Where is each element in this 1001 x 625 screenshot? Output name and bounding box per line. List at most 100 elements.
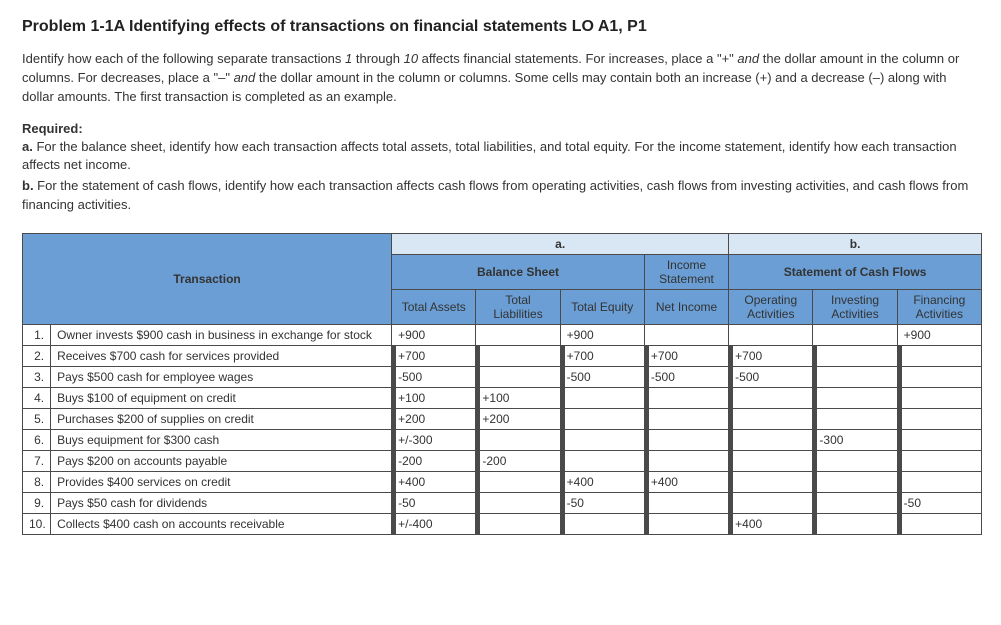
table-row: 2.Receives $700 cash for services provid… [23, 345, 982, 366]
cell-ta[interactable]: -500 [392, 366, 476, 387]
required-a: a. For the balance sheet, identify how e… [22, 138, 979, 176]
cell-fin[interactable] [897, 429, 981, 450]
cell-tl[interactable] [476, 471, 560, 492]
cell-tl[interactable] [476, 513, 560, 534]
cell-ta[interactable]: +100 [392, 387, 476, 408]
row-number: 3. [23, 366, 51, 387]
cell-inv[interactable]: -300 [813, 429, 897, 450]
cell-inv[interactable] [813, 450, 897, 471]
cell-fin[interactable] [897, 408, 981, 429]
cell-fin[interactable] [897, 345, 981, 366]
cell-op[interactable] [729, 450, 813, 471]
cell-te[interactable] [560, 450, 644, 471]
table-row: 5.Purchases $200 of supplies on credit+2… [23, 408, 982, 429]
cell-inv[interactable] [813, 471, 897, 492]
cell-te[interactable] [560, 408, 644, 429]
row-number: 9. [23, 492, 51, 513]
cell-inv[interactable] [813, 345, 897, 366]
required-block: Required: a. For the balance sheet, iden… [22, 121, 979, 215]
cell-ni[interactable] [644, 387, 728, 408]
transactions-table: Transaction a. b. Balance Sheet Income S… [22, 233, 982, 535]
cell-inv[interactable] [813, 513, 897, 534]
transaction-text: Pays $500 cash for employee wages [51, 366, 392, 387]
cell-fin[interactable] [897, 471, 981, 492]
cell-fin[interactable] [897, 513, 981, 534]
section-b: b. [729, 233, 982, 254]
cell-tl[interactable]: +100 [476, 387, 560, 408]
row-number: 2. [23, 345, 51, 366]
cell-ta[interactable]: +400 [392, 471, 476, 492]
cell-tl[interactable]: +200 [476, 408, 560, 429]
row-number: 4. [23, 387, 51, 408]
table-row: 8.Provides $400 services on credit+400+4… [23, 471, 982, 492]
cell-op[interactable] [729, 387, 813, 408]
cell-fin[interactable] [897, 366, 981, 387]
transaction-text: Owner invests $900 cash in business in e… [51, 324, 392, 345]
row-number: 10. [23, 513, 51, 534]
cell-op[interactable]: +400 [729, 513, 813, 534]
row-number: 8. [23, 471, 51, 492]
cell-te[interactable]: -50 [560, 492, 644, 513]
row-number: 7. [23, 450, 51, 471]
cell-inv[interactable] [813, 492, 897, 513]
row-number: 6. [23, 429, 51, 450]
cell-fin[interactable]: -50 [897, 492, 981, 513]
cell-tl[interactable] [476, 366, 560, 387]
cell-inv[interactable] [813, 408, 897, 429]
cell-ni[interactable] [644, 450, 728, 471]
cell-ta[interactable]: +700 [392, 345, 476, 366]
cell-ta[interactable]: +/-400 [392, 513, 476, 534]
col-total-equity: Total Equity [560, 289, 644, 324]
cell-fin[interactable] [897, 387, 981, 408]
cell-op[interactable] [729, 492, 813, 513]
cell-te[interactable]: +400 [560, 471, 644, 492]
cell-ni[interactable]: +400 [644, 471, 728, 492]
cell-fin[interactable] [897, 450, 981, 471]
cell-ta[interactable]: +/-300 [392, 429, 476, 450]
cell-te[interactable] [560, 387, 644, 408]
intro-text: Identify how each of the following separ… [22, 50, 979, 107]
transaction-text: Pays $200 on accounts payable [51, 450, 392, 471]
cell-op[interactable] [729, 324, 813, 345]
cell-te[interactable]: +900 [560, 324, 644, 345]
section-a: a. [392, 233, 729, 254]
col-cash-flows: Statement of Cash Flows [729, 254, 982, 289]
table-row: 6.Buys equipment for $300 cash+/-300-300 [23, 429, 982, 450]
cell-ta[interactable]: -50 [392, 492, 476, 513]
cell-tl[interactable] [476, 429, 560, 450]
col-income-statement: Income Statement [644, 254, 728, 289]
cell-ni[interactable]: +700 [644, 345, 728, 366]
cell-ni[interactable] [644, 429, 728, 450]
cell-ta[interactable]: -200 [392, 450, 476, 471]
cell-inv[interactable] [813, 387, 897, 408]
cell-ni[interactable]: -500 [644, 366, 728, 387]
cell-op[interactable]: +700 [729, 345, 813, 366]
cell-te[interactable] [560, 429, 644, 450]
cell-op[interactable]: -500 [729, 366, 813, 387]
cell-tl[interactable] [476, 345, 560, 366]
cell-ni[interactable] [644, 513, 728, 534]
cell-op[interactable] [729, 471, 813, 492]
page-title: Problem 1-1A Identifying effects of tran… [22, 18, 979, 36]
transaction-text: Buys $100 of equipment on credit [51, 387, 392, 408]
cell-fin[interactable]: +900 [897, 324, 981, 345]
cell-tl[interactable] [476, 492, 560, 513]
cell-te[interactable]: +700 [560, 345, 644, 366]
cell-te[interactable]: -500 [560, 366, 644, 387]
cell-tl[interactable]: -200 [476, 450, 560, 471]
cell-ta[interactable]: +200 [392, 408, 476, 429]
cell-te[interactable] [560, 513, 644, 534]
cell-inv[interactable] [813, 366, 897, 387]
cell-op[interactable] [729, 429, 813, 450]
cell-inv[interactable] [813, 324, 897, 345]
row-number: 1. [23, 324, 51, 345]
table-row: 10.Collects $400 cash on accounts receiv… [23, 513, 982, 534]
row-number: 5. [23, 408, 51, 429]
cell-op[interactable] [729, 408, 813, 429]
table-row: 3.Pays $500 cash for employee wages-500-… [23, 366, 982, 387]
cell-ni[interactable] [644, 408, 728, 429]
cell-tl[interactable] [476, 324, 560, 345]
cell-ni[interactable] [644, 324, 728, 345]
cell-ta[interactable]: +900 [392, 324, 476, 345]
cell-ni[interactable] [644, 492, 728, 513]
